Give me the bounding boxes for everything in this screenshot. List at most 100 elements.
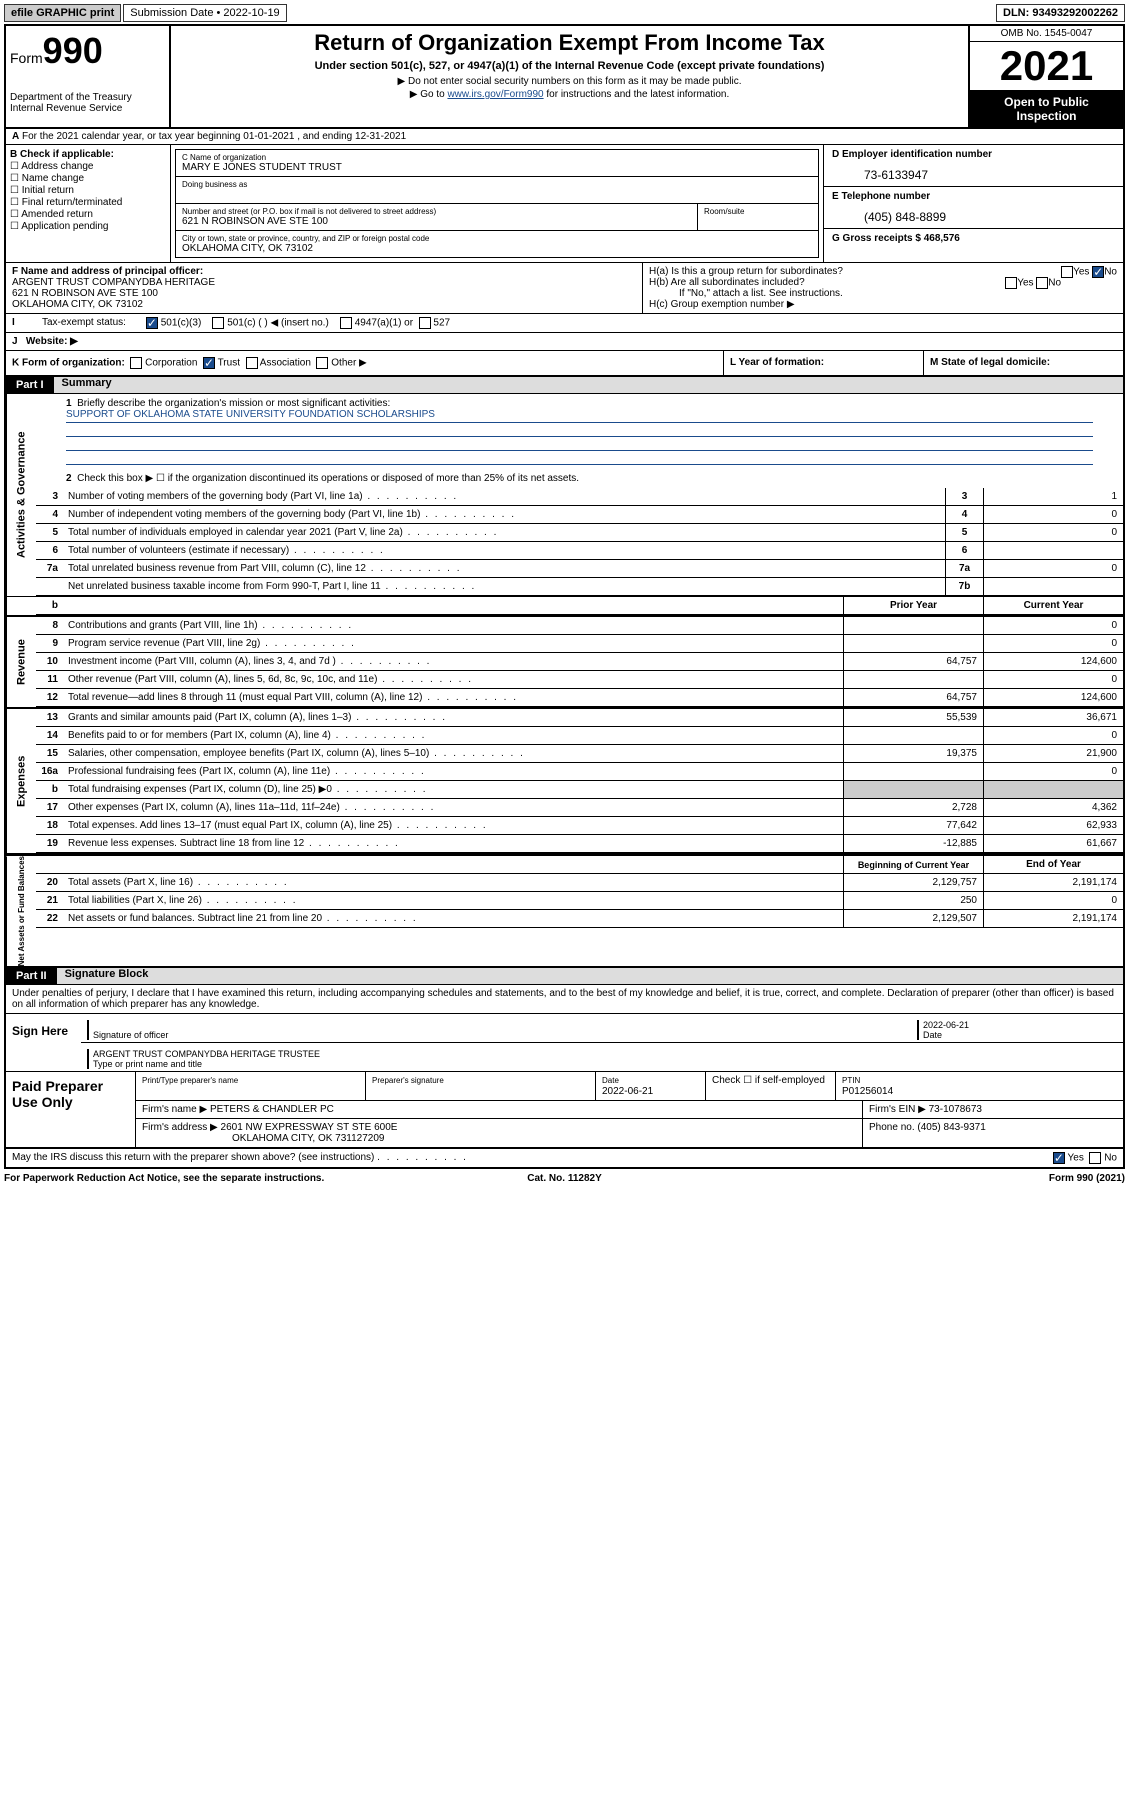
current-value: 0 [983,671,1123,688]
firm-phone: Phone no. (405) 843-9371 [863,1119,1123,1147]
addr-label: Number and street (or P.O. box if mail i… [182,207,691,216]
sum-value: 0 [983,506,1123,523]
prior-value [843,617,983,634]
tax-year-range: For the 2021 calendar year, or tax year … [22,131,406,142]
form-prefix: Form [10,50,43,66]
sum-value: 0 [983,560,1123,577]
chk-trust[interactable] [203,357,215,369]
current-value: 61,667 [983,835,1123,852]
discuss-yes[interactable] [1053,1152,1065,1164]
chk-other[interactable] [316,357,328,369]
current-value: 21,900 [983,745,1123,762]
catalog-number: Cat. No. 11282Y [378,1173,752,1184]
officer-value: ARGENT TRUST COMPANYDBA HERITAGE 621 N R… [12,277,215,310]
prior-value [843,635,983,652]
dept-treasury: Department of the Treasury Internal Reve… [10,92,165,114]
chk-527[interactable] [419,317,431,329]
ha-no[interactable] [1092,266,1104,278]
sum-box: 4 [945,506,983,523]
ha-group-return: H(a) Is this a group return for subordin… [649,266,1117,277]
vtab-activities: Activities & Governance [6,394,36,596]
prep-name: Print/Type preparer's name [136,1072,366,1100]
year-formation: L Year of formation: [723,351,923,375]
part-i-header: Part I [6,377,54,393]
sum-text: Total liabilities (Part X, line 26) [64,893,843,908]
form-id-block: Form990 Department of the Treasury Inter… [6,26,171,127]
current-value [983,781,1123,798]
col-eoy: End of Year [983,856,1123,873]
current-value: 124,600 [983,689,1123,706]
discuss-no[interactable] [1089,1152,1101,1164]
efile-print-btn[interactable]: efile GRAPHIC print [4,4,121,22]
dba-label: Doing business as [182,180,812,189]
firm-address: Firm's address ▶ 2601 NW EXPRESSWAY ST S… [136,1119,863,1147]
line-2-discontinue: Check this box ▶ ☐ if the organization d… [77,473,579,484]
mission-label: Briefly describe the organization's miss… [77,398,390,409]
col-b-label: B Check if applicable: [10,149,114,160]
sum-text: Number of voting members of the governin… [64,489,945,504]
hb-no[interactable] [1036,277,1048,289]
current-value: 2,191,174 [983,910,1123,927]
chk-final-return[interactable]: ☐ Final return/terminated [10,197,166,208]
chk-application-pending[interactable]: ☐ Application pending [10,221,166,232]
chk-501c[interactable] [212,317,224,329]
box-c-suite: Room/suite [698,204,818,230]
principal-officer: F Name and address of principal officer:… [6,263,643,313]
box-c-city: City or town, state or province, country… [176,230,818,257]
vtab-expenses: Expenses [6,709,36,853]
current-value: 4,362 [983,799,1123,816]
hb-yes[interactable] [1005,277,1017,289]
officer-signature[interactable]: Signature of officer [87,1020,917,1040]
current-value: 0 [983,635,1123,652]
hb-subordinates: H(b) Are all subordinates included? Yes … [649,277,1117,288]
sum-text: Total number of individuals employed in … [64,525,945,540]
form-footer: Form 990 (2021) [751,1173,1125,1184]
chk-4947[interactable] [340,317,352,329]
sum-text: Benefits paid to or for members (Part IX… [64,728,843,743]
row-k-form-org: K Form of organization: Corporation Trus… [6,351,723,375]
prep-signature[interactable]: Preparer's signature [366,1072,596,1100]
form-title: Return of Organization Exempt From Incom… [175,30,964,56]
hb-note: If "No," attach a list. See instructions… [649,288,1117,299]
sum-box: 7a [945,560,983,577]
chk-association[interactable] [246,357,258,369]
chk-amended[interactable]: ☐ Amended return [10,209,166,220]
sum-value [983,578,1123,595]
sum-text: Total revenue—add lines 8 through 11 (mu… [64,690,843,705]
sum-text: Salaries, other compensation, employee b… [64,746,843,761]
prep-date: Date2022-06-21 [596,1072,706,1100]
current-value: 36,671 [983,709,1123,726]
col-prior-year: Prior Year [843,597,983,614]
summary-title: Summary [54,375,120,391]
irs-link[interactable]: www.irs.gov/Form990 [447,89,543,100]
form-number: 990 [43,30,103,71]
ptin: PTINP01256014 [836,1072,1123,1100]
ha-yes[interactable] [1061,266,1073,278]
current-value: 2,191,174 [983,874,1123,891]
sum-box: 6 [945,542,983,559]
sum-text: Net assets or fund balances. Subtract li… [64,911,843,926]
current-value: 124,600 [983,653,1123,670]
sum-box: 5 [945,524,983,541]
sum-text: Net unrelated business taxable income fr… [64,579,945,594]
sum-value: 1 [983,488,1123,505]
state-domicile: M State of legal domicile: [923,351,1123,375]
sig-block-title: Signature Block [57,966,157,982]
chk-501c3[interactable] [146,317,158,329]
goto-note: ▶ Go to www.irs.gov/Form990 for instruct… [175,89,964,100]
omb-number: OMB No. 1545-0047 [970,26,1123,42]
chk-corporation[interactable] [130,357,142,369]
chk-address-change[interactable]: ☐ Address change [10,161,166,172]
sum-box: 3 [945,488,983,505]
sum-text: Other revenue (Part VIII, column (A), li… [64,672,843,687]
open-to-public: Open to Public Inspection [970,91,1123,127]
sum-text: Revenue less expenses. Subtract line 18 … [64,836,843,851]
chk-initial-return[interactable]: ☐ Initial return [10,185,166,196]
col-b-checkboxes: B Check if applicable: ☐ Address change … [6,145,171,262]
prior-value: -12,885 [843,835,983,852]
prior-value: 64,757 [843,653,983,670]
prior-value [843,671,983,688]
chk-name-change[interactable]: ☐ Name change [10,173,166,184]
sum-text: Total fundraising expenses (Part IX, col… [64,782,843,797]
prep-self-employed[interactable]: Check ☐ if self-employed [706,1072,836,1100]
